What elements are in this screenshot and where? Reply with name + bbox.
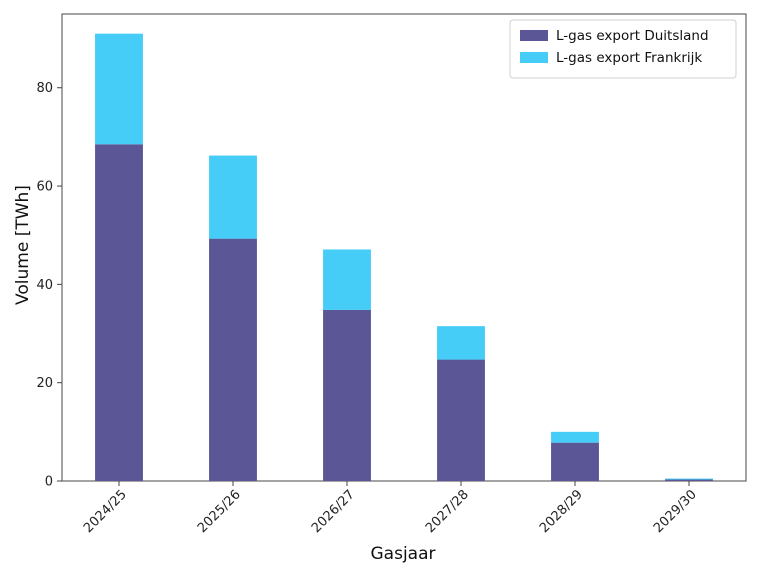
bar-duitsland-2024-25 (95, 144, 143, 481)
x-tick-label: 2027/28 (423, 487, 472, 536)
x-tick-label: 2026/27 (309, 487, 358, 536)
x-tick-label: 2029/30 (651, 487, 700, 536)
x-tick-label: 2028/29 (537, 487, 586, 536)
bar-duitsland-2026-27 (323, 309, 371, 481)
y-axis-title: Volume [TWh] (13, 185, 33, 305)
bar-duitsland-2025-26 (209, 238, 257, 481)
y-tick-label: 40 (36, 278, 53, 293)
bar-duitsland-2028-29 (551, 442, 599, 481)
bar-frankrijk-2028-29 (551, 431, 599, 443)
plot-area (61, 13, 747, 482)
plot-border (61, 13, 747, 482)
bars (95, 33, 713, 481)
legend-swatch (520, 30, 548, 41)
bar-frankrijk-2024-25 (95, 33, 143, 145)
legend-box (509, 19, 737, 79)
bar-frankrijk-2027-28 (437, 326, 485, 360)
y-tick-label: 80 (36, 81, 53, 96)
bar-frankrijk-2025-26 (209, 155, 257, 239)
x-tick-label: 2024/25 (81, 487, 130, 536)
y-tick-label: 0 (45, 475, 53, 490)
bar-duitsland-2027-28 (437, 359, 485, 481)
x-tick-label: 2025/26 (195, 487, 244, 536)
legend-label: L-gas export Frankrijk (556, 50, 702, 66)
y-tick-label: 60 (36, 180, 53, 195)
bar-frankrijk-2029-30 (665, 478, 713, 480)
x-axis: 2024/25 2025/26 2026/27 2027/28 2028/29 2029/… (81, 481, 700, 536)
legend: L-gas export Duitsland L-gas export Frank… (509, 19, 737, 79)
legend-label: L-gas export Duitsland (556, 28, 709, 44)
legend-swatch (520, 52, 548, 63)
y-tick-label: 20 (36, 376, 53, 391)
y-axis: 0 20 40 60 80 (36, 81, 62, 490)
bar-frankrijk-2026-27 (323, 249, 371, 310)
x-axis-title: Gasjaar (371, 544, 436, 564)
bar-duitsland-2029-30 (665, 479, 713, 481)
